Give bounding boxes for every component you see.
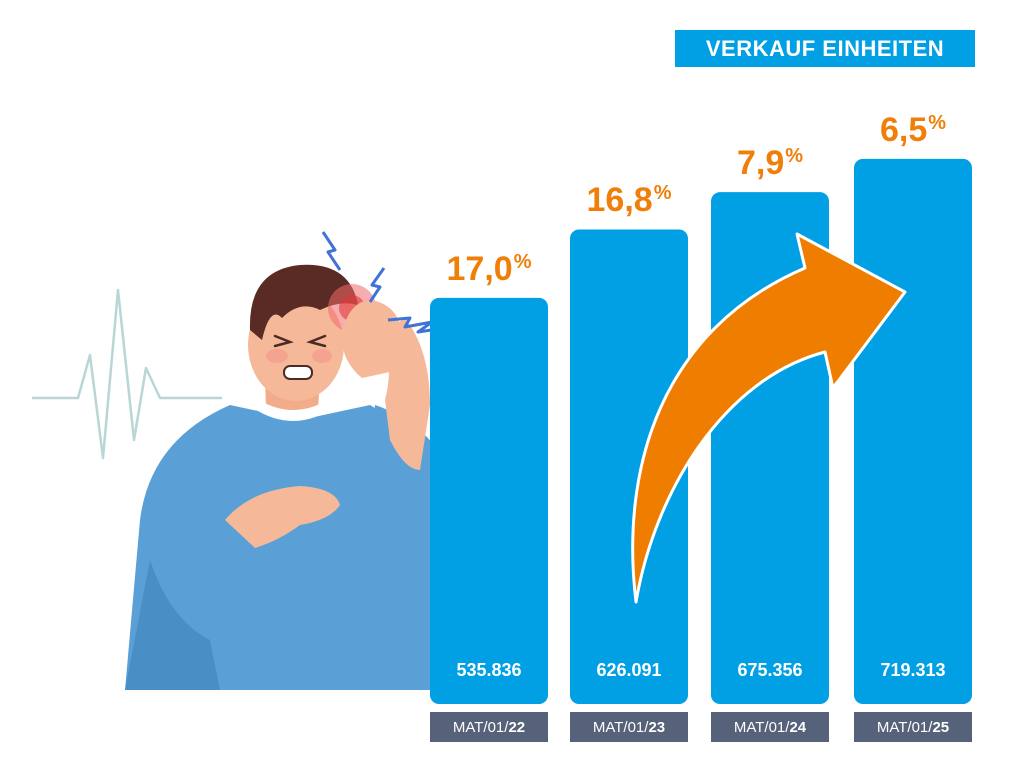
category-prefix: MAT/01/ bbox=[876, 718, 933, 736]
category-label-2: MAT/01/23 bbox=[570, 712, 688, 742]
growth-label-2: 16,8% bbox=[560, 181, 698, 220]
category-year: 25 bbox=[932, 718, 950, 736]
category-label-4: MAT/01/25 bbox=[854, 712, 972, 742]
category-label-3: MAT/01/24 bbox=[711, 712, 829, 742]
value-label-3: 675.356 bbox=[737, 660, 803, 680]
growth-unit: % bbox=[785, 144, 804, 167]
category-prefix: MAT/01/ bbox=[592, 718, 649, 736]
growth-label-4: 6,5% bbox=[844, 111, 982, 150]
value-label-2: 626.091 bbox=[596, 660, 662, 680]
value-label-4: 719.313 bbox=[880, 660, 946, 680]
bar-1 bbox=[430, 297, 548, 704]
heartbeat-line bbox=[32, 288, 222, 460]
chart-title: VERKAUF EINHEITEN bbox=[675, 30, 975, 67]
growth-unit: % bbox=[928, 111, 947, 134]
growth-unit: % bbox=[513, 250, 532, 273]
category-year: 22 bbox=[508, 718, 526, 736]
growth-value: 6,5 bbox=[879, 110, 928, 149]
category-year: 23 bbox=[648, 718, 666, 736]
growth-arrow bbox=[631, 232, 907, 604]
growth-unit: % bbox=[653, 182, 672, 205]
category-year: 24 bbox=[789, 718, 807, 736]
category-prefix: MAT/01/ bbox=[733, 718, 790, 736]
bar-2 bbox=[570, 229, 688, 704]
value-label-1: 535.836 bbox=[456, 660, 522, 680]
growth-label-1: 17,0% bbox=[420, 250, 558, 289]
growth-label-3: 7,9% bbox=[701, 144, 839, 183]
person-illustration bbox=[125, 231, 470, 690]
growth-value: 16,8 bbox=[586, 181, 653, 220]
growth-value: 7,9 bbox=[736, 144, 785, 183]
bar-4 bbox=[854, 158, 972, 705]
growth-value: 17,0 bbox=[446, 249, 513, 288]
category-label-1: MAT/01/22 bbox=[430, 712, 548, 742]
category-prefix: MAT/01/ bbox=[452, 718, 509, 736]
